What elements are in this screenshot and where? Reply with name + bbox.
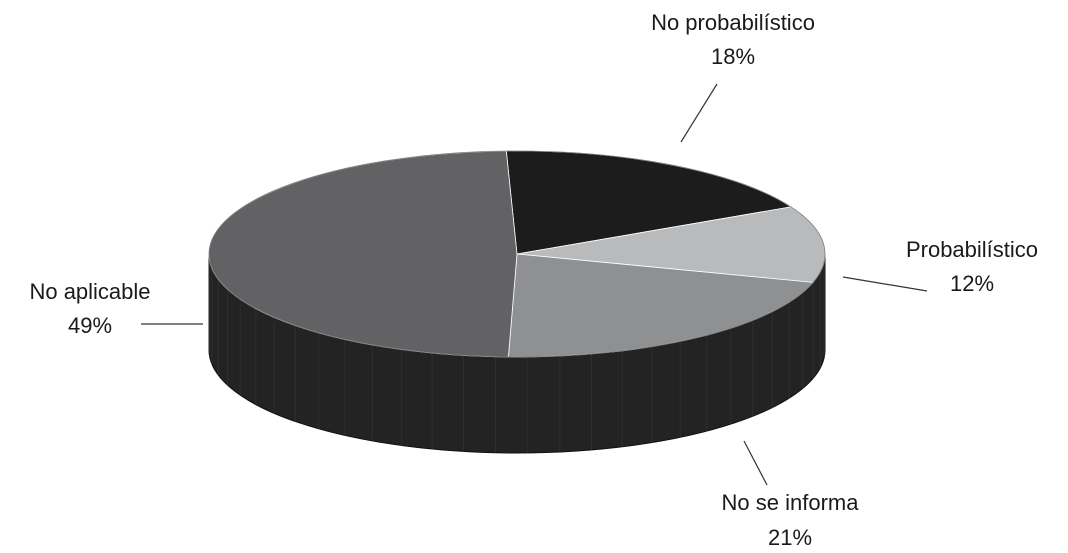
category-label: Probabilístico <box>906 237 1038 262</box>
category-label: No probabilístico <box>651 10 815 35</box>
category-label: No aplicable <box>29 279 150 304</box>
leader-line-no-probabilistico <box>680 83 718 143</box>
label-probabilistico: Probabilístico 12% <box>906 237 1038 296</box>
pie-side <box>208 253 826 454</box>
category-label: No se informa <box>722 490 860 515</box>
label-no-aplicable: No aplicable 49% <box>29 279 150 338</box>
value-label: 49% <box>68 313 112 338</box>
leader-line-probabilistico <box>842 276 928 292</box>
pie-top-outline <box>208 150 826 358</box>
value-label: 21% <box>768 525 812 550</box>
pie-slices <box>208 150 826 358</box>
label-no-probabilistico: No probabilístico 18% <box>651 10 815 69</box>
leader-lines <box>141 83 928 486</box>
value-label: 18% <box>711 44 755 69</box>
leader-line-no-se-informa <box>743 440 768 486</box>
value-label: 12% <box>950 271 994 296</box>
label-no-se-informa: No se informa 21% <box>722 490 860 550</box>
